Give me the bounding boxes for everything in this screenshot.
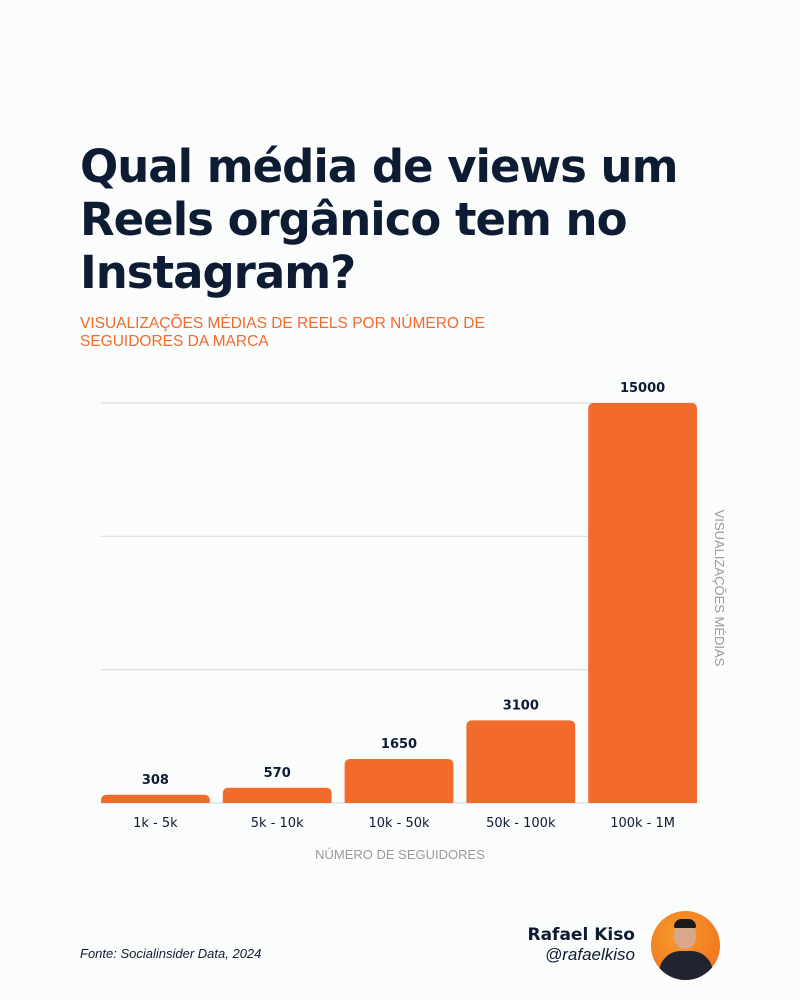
y-axis-label: VISUALIZAÇÕES MÉDIAS	[712, 510, 727, 667]
x-tick-label: 10k - 50k	[368, 816, 430, 831]
x-tick-label: 100k - 1M	[610, 816, 675, 831]
author-name: Rafael Kiso	[527, 925, 635, 945]
data-label: 308	[142, 773, 169, 788]
bar	[101, 794, 210, 803]
x-tick-label: 5k - 10k	[251, 816, 304, 831]
data-label: 3100	[503, 698, 539, 713]
page-title: Qual média de views um Reels orgânico te…	[80, 140, 678, 299]
data-label: 570	[264, 766, 291, 781]
avatar	[651, 911, 720, 980]
x-tick-label: 1k - 5k	[133, 816, 178, 831]
author-block: Rafael Kiso @rafaelkiso	[527, 925, 635, 965]
author-handle: @rafaelkiso	[544, 945, 635, 964]
chart-subtitle: Visualizações médias de Reels por número…	[80, 315, 485, 350]
bar	[588, 403, 697, 803]
x-axis-label: NÚMERO DE SEGUIDORES	[315, 847, 485, 862]
bar	[466, 720, 576, 803]
bar	[344, 759, 454, 803]
source-note: Fonte: Socialinsider Data, 2024	[80, 946, 262, 961]
data-label: 15000	[620, 381, 665, 396]
x-tick-label: 50k - 100k	[486, 816, 556, 831]
data-label: 1650	[381, 737, 417, 752]
bar	[222, 787, 332, 803]
